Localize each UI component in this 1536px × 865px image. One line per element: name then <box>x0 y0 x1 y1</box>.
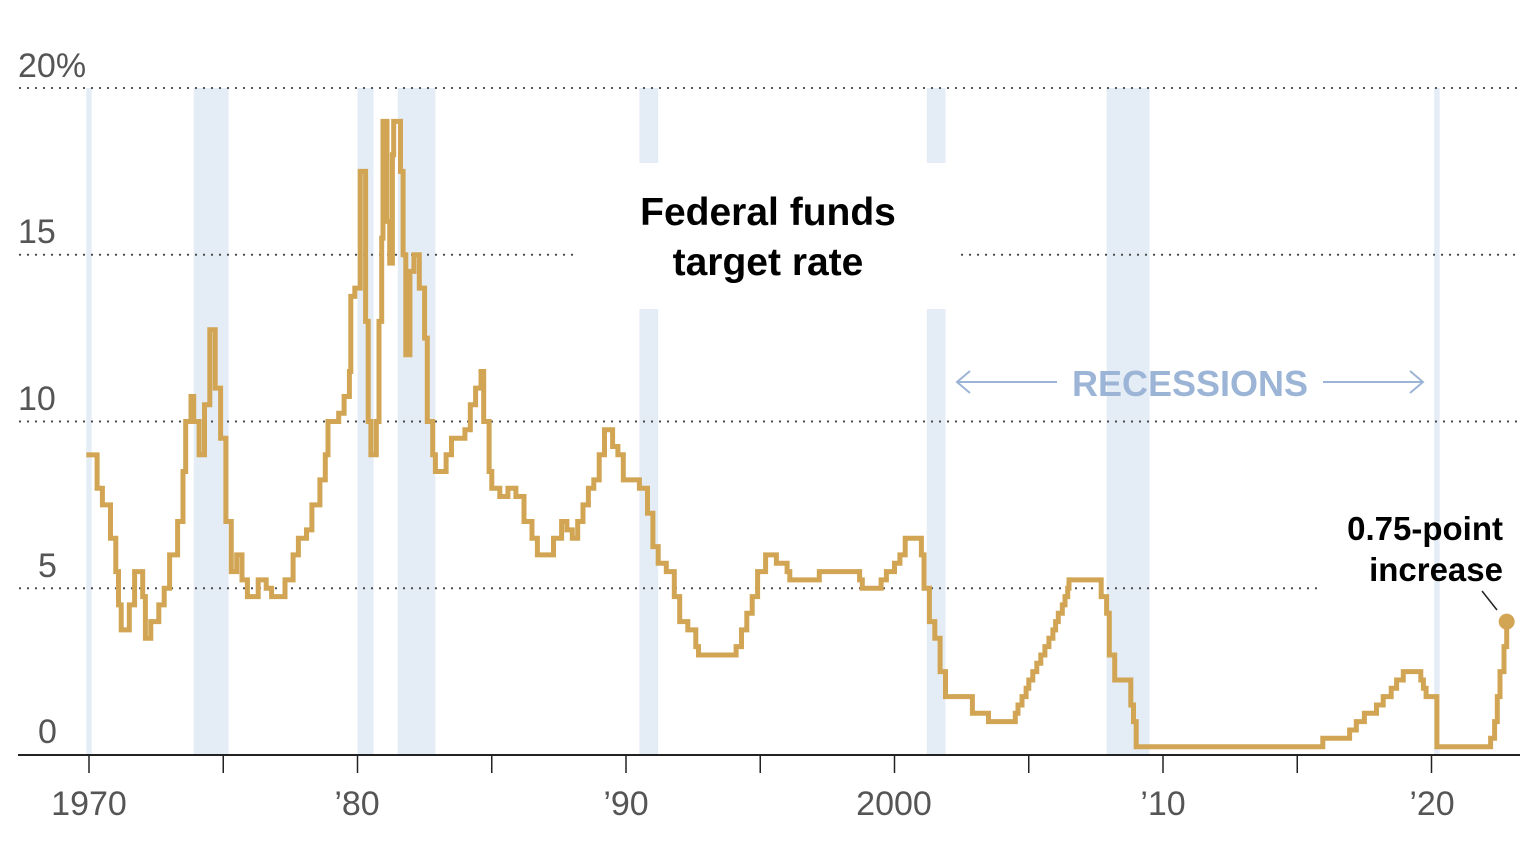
x-tick-label: ’20 <box>1409 785 1454 823</box>
x-tick-label: 2000 <box>856 785 932 823</box>
rate-line <box>86 118 1510 750</box>
x-tick-label: 1970 <box>51 785 127 823</box>
right-arrowhead-icon <box>1409 370 1425 394</box>
x-axis-labels: 1970 ’80 ’90 2000 ’10 ’20 <box>51 785 1455 823</box>
recession-band <box>639 88 659 163</box>
recessions-label: RECESSIONS <box>1072 363 1308 404</box>
y-tick-label: 5 <box>38 547 57 585</box>
annotation-line1: 0.75-point <box>1347 510 1503 547</box>
chart-title-line2: target rate <box>673 241 864 284</box>
recession-band <box>1106 88 1150 755</box>
gridlines <box>18 86 1522 590</box>
chart-title: Federal funds <box>640 191 896 234</box>
recessions-legend: RECESSIONS <box>955 363 1425 404</box>
y-tick-label: 10 <box>18 380 56 418</box>
left-arrowhead-icon <box>955 370 971 394</box>
y-tick-label: 15 <box>18 213 56 251</box>
annotation-leader <box>1481 590 1498 611</box>
recession-band <box>639 309 659 755</box>
latest-rate-dot <box>1498 613 1515 630</box>
y-tick-label: 20% <box>18 47 86 85</box>
x-tick-label: ’80 <box>334 785 379 823</box>
recession-band <box>86 88 92 755</box>
annotation-line2: increase <box>1369 551 1503 588</box>
x-tick-label: ’90 <box>603 785 648 823</box>
x-tick-label: ’10 <box>1140 785 1185 823</box>
y-tick-label: 0 <box>38 713 57 751</box>
x-axis-ticks <box>88 755 1433 773</box>
y-axis-labels: 20% 15 10 5 0 <box>18 47 86 751</box>
recession-band <box>926 309 946 755</box>
recession-band <box>926 88 946 163</box>
